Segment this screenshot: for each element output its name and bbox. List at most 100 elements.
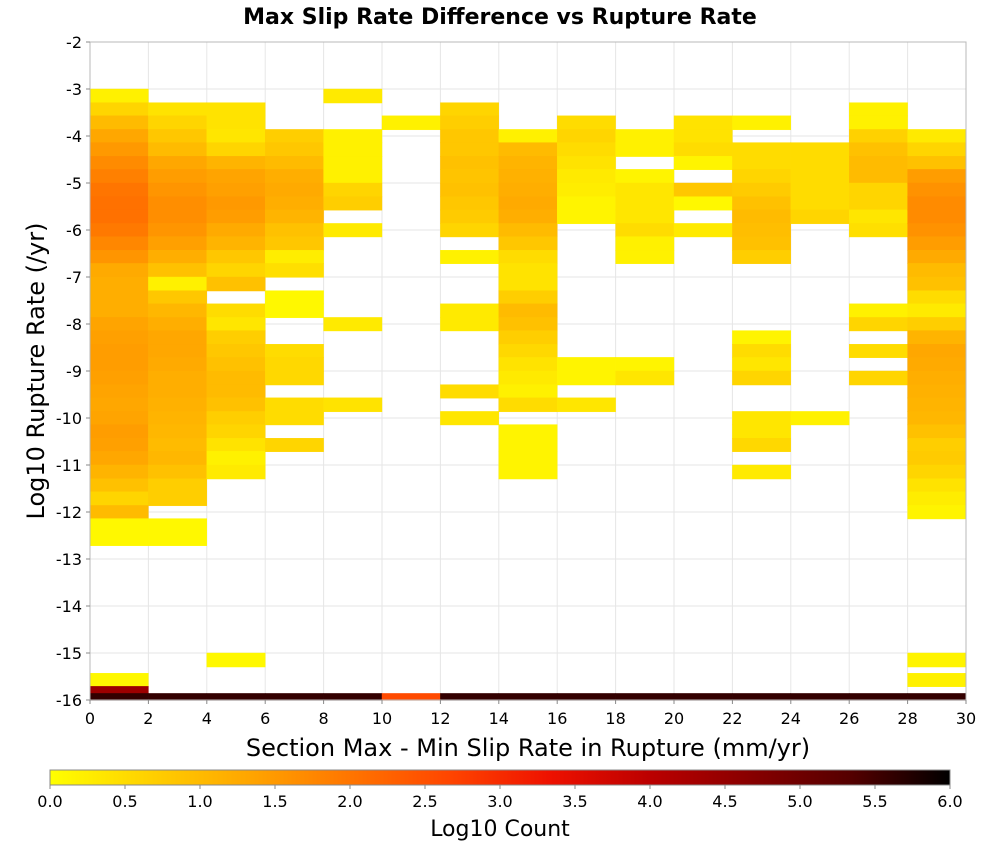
heatmap-cell [206, 250, 266, 264]
colorbar-tick-label: 0.5 [112, 792, 137, 811]
x-tick-label: 16 [547, 709, 567, 728]
heatmap-cell [732, 196, 792, 211]
colorbar-tick-label: 4.5 [712, 792, 737, 811]
heatmap-cell [206, 276, 266, 292]
x-tick-label: 2 [143, 709, 153, 728]
heatmap-cell [615, 142, 675, 157]
heatmap-cell [498, 438, 558, 452]
heatmap-cell [89, 518, 149, 533]
heatmap-cell [89, 464, 149, 480]
colorbar-tick-label: 6.0 [937, 792, 962, 811]
heatmap-cell [790, 411, 850, 426]
x-tick-label: 26 [839, 709, 859, 728]
heatmap-cell [206, 182, 266, 198]
heatmap-cell [440, 169, 499, 184]
heatmap-cell [148, 115, 207, 131]
heatmap-cell [907, 411, 967, 426]
heatmap-cell [732, 156, 792, 170]
heatmap-cell [907, 303, 967, 319]
heatmap-cell [206, 370, 266, 386]
heatmap-cell [148, 397, 207, 413]
heatmap-cell [148, 317, 207, 332]
heatmap-cell [849, 693, 908, 701]
heatmap-cell [148, 263, 207, 278]
heatmap-cell [206, 169, 266, 184]
heatmap-cell [89, 209, 149, 225]
heatmap-cell [849, 115, 908, 131]
heatmap-cell [206, 196, 266, 211]
heatmap-cell [206, 303, 266, 319]
heatmap-cell [148, 142, 207, 157]
heatmap-cell [148, 156, 207, 170]
heatmap-cell [557, 693, 616, 701]
heatmap-cell [148, 223, 207, 238]
heatmap-cell [615, 169, 675, 184]
heatmap-cell [148, 370, 207, 386]
heatmap-cell [615, 370, 675, 386]
heatmap-cell [732, 209, 792, 225]
heatmap-cell [907, 344, 967, 358]
heatmap-cell [732, 438, 792, 452]
heatmap-cell [206, 357, 266, 372]
heatmap-cell [498, 397, 558, 413]
heatmap-cell [89, 330, 149, 345]
heatmap-cell [148, 518, 207, 533]
heatmap-cell [206, 102, 266, 117]
y-tick-label: -11 [56, 456, 82, 475]
heatmap-cell [907, 290, 967, 305]
heatmap-cell [206, 115, 266, 131]
heatmap-cell [732, 115, 792, 131]
heatmap-cell [89, 397, 149, 413]
x-tick-label: 14 [489, 709, 509, 728]
x-tick-label: 4 [202, 709, 212, 728]
heatmap-cell [790, 693, 850, 701]
x-tick-label: 22 [722, 709, 742, 728]
heatmap-cell [498, 451, 558, 466]
y-tick-label: -7 [66, 268, 82, 287]
heatmap-cell [89, 303, 149, 319]
heatmap-cell [148, 424, 207, 439]
heatmap-cell [323, 693, 383, 701]
heatmap-cell [498, 223, 558, 238]
heatmap-cell [323, 88, 383, 104]
heatmap-cell [206, 652, 266, 668]
heatmap-cell [907, 129, 967, 144]
heatmap-cell [148, 303, 207, 319]
heatmap-cell [323, 129, 383, 144]
y-tick-label: -14 [56, 597, 82, 616]
colorbar-tick-label: 1.0 [187, 792, 212, 811]
heatmap-cell [265, 263, 324, 278]
heatmap-cell [615, 357, 675, 372]
heatmap-cell [907, 276, 967, 292]
heatmap-cell [557, 115, 616, 131]
heatmap-cell [265, 129, 324, 144]
heatmap-cell [89, 250, 149, 264]
heatmap-cell [498, 303, 558, 319]
heatmap-cell [89, 196, 149, 211]
heatmap-cell [849, 156, 908, 170]
heatmap-cell [206, 424, 266, 439]
heatmap-cell [206, 451, 266, 466]
heatmap-cell [498, 330, 558, 345]
heatmap-cell [498, 370, 558, 386]
heatmap-cell [849, 303, 908, 319]
heatmap-cell [732, 464, 792, 480]
heatmap-cell [907, 357, 967, 372]
heatmap-cell [907, 673, 967, 687]
heatmap-cell [732, 424, 792, 439]
heatmap-cell [907, 330, 967, 345]
heatmap-cell [89, 276, 149, 292]
heatmap-cell [732, 142, 792, 157]
colorbar-tick-label: 3.5 [562, 792, 587, 811]
heatmap-cell [206, 142, 266, 157]
heatmap-cell [732, 344, 792, 358]
heatmap-cell [673, 223, 733, 238]
y-tick-label: -12 [56, 503, 82, 522]
colorbar-tick-label: 2.0 [337, 792, 362, 811]
heatmap-cell [849, 223, 908, 238]
heatmap-cell [557, 357, 616, 372]
colorbar [49, 769, 951, 786]
heatmap-cell [907, 370, 967, 386]
colorbar-tick-label: 0.0 [37, 792, 62, 811]
heatmap-cell [323, 196, 383, 211]
